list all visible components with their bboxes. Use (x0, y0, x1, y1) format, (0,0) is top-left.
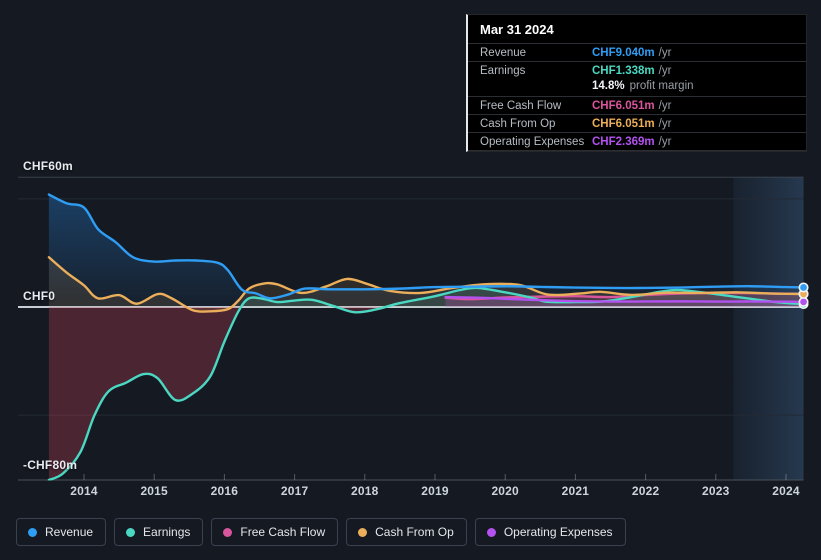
x-axis-label-2019: 2019 (421, 484, 449, 498)
x-axis-label-2015: 2015 (140, 484, 168, 498)
tooltip-date: Mar 31 2024 (468, 15, 806, 44)
tooltip-row-label: Cash From Op (480, 118, 556, 130)
y-axis-label-zero: CHF0 (23, 289, 56, 303)
revenue-line (47, 193, 804, 300)
revenue-end-dot[interactable] (798, 282, 809, 293)
x-axis-label-2016: 2016 (210, 484, 239, 498)
legend-item-earnings[interactable]: Earnings (114, 518, 204, 546)
profit-margin-value: 14.8% (592, 80, 625, 92)
tooltip-row-unit: /yr (658, 100, 672, 112)
revenue-legend-dot-icon (28, 527, 37, 537)
fcf-legend-dot-icon (223, 527, 233, 537)
cashop-line (47, 256, 804, 313)
tooltip-row-earnings: Earnings CHF1.338m/yr (468, 62, 806, 79)
legend-item-label: Earnings (143, 525, 191, 539)
tooltip-profit-margin-row: 14.8% profit margin (468, 79, 806, 97)
legend-item-cashop[interactable]: Cash From Op (346, 518, 467, 546)
legend-item-label: Revenue (45, 525, 94, 539)
opex-end-dot[interactable] (798, 296, 809, 307)
opex-legend-dot-icon (486, 527, 496, 537)
highlight-band-recent-year (733, 176, 804, 481)
tooltip-row-label: Revenue (480, 47, 527, 59)
x-axis-label-2023: 2023 (702, 484, 730, 498)
chart-legend: Revenue Earnings Free Cash Flow Cash From O… (16, 518, 626, 546)
tooltip-row-unit: /yr (658, 47, 672, 59)
profit-margin-text: profit margin (629, 80, 694, 92)
tooltip-row-label: Free Cash Flow (480, 100, 562, 112)
tooltip-row-revenue: Revenue CHF9.040m/yr (468, 44, 806, 62)
x-axis-label-2020: 2020 (491, 484, 519, 498)
tooltip-row-label: Operating Expenses (480, 136, 585, 148)
x-axis-label-2021: 2021 (561, 484, 590, 498)
tooltip-row-unit: /yr (658, 65, 672, 77)
tooltip-rows: Revenue CHF9.040m/yr Earnings CHF1.338m/yr 1… (468, 44, 806, 151)
tooltip-row-cashop: Cash From Op CHF6.051m/yr (468, 115, 806, 133)
tooltip-row-value: CHF6.051m (592, 118, 655, 130)
tooltip-row-label: Earnings (480, 65, 526, 77)
earnings-legend-dot-icon (126, 527, 136, 537)
tooltip-row-value: CHF9.040m (592, 47, 655, 59)
earnings-loss-fill (48, 307, 804, 480)
tooltip-row-opex: Operating Expenses CHF2.369m/yr (468, 133, 806, 151)
tooltip-row-fcf: Free Cash Flow CHF6.051m/yr (468, 97, 806, 115)
legend-item-opex[interactable]: Operating Expenses (474, 518, 626, 546)
legend-item-label: Free Cash Flow (240, 525, 326, 539)
data-tooltip: Mar 31 2024 Revenue CHF9.040m/yr Earnings C… (466, 14, 807, 152)
legend-item-fcf[interactable]: Free Cash Flow (211, 518, 339, 546)
financials-area-chart[interactable] (0, 0, 821, 510)
y-axis-label-neg80m: -CHF80m (23, 458, 78, 472)
tooltip-row-unit: /yr (658, 118, 672, 130)
fcf-area-fill (445, 292, 804, 307)
series-layer (47, 193, 804, 481)
legend-item-revenue[interactable]: Revenue (16, 518, 107, 546)
y-axis-label-60m: CHF60m (23, 159, 73, 173)
cashop-legend-dot-icon (358, 527, 368, 537)
x-axis-label-2018: 2018 (351, 484, 379, 498)
legend-item-label: Cash From Op (375, 525, 454, 539)
opex-line (444, 295, 804, 304)
tooltip-row-unit: /yr (658, 136, 672, 148)
tooltip-row-value: CHF6.051m (592, 100, 655, 112)
legend-item-label: Operating Expenses (503, 525, 613, 539)
x-axis-label-2017: 2017 (280, 484, 309, 498)
x-axis-label-2024: 2024 (772, 484, 800, 498)
x-axis-label-2022: 2022 (631, 484, 660, 498)
x-axis-label-2014: 2014 (70, 484, 98, 498)
tooltip-row-value: CHF2.369m (592, 136, 655, 148)
tooltip-row-value: CHF1.338m (592, 65, 655, 77)
